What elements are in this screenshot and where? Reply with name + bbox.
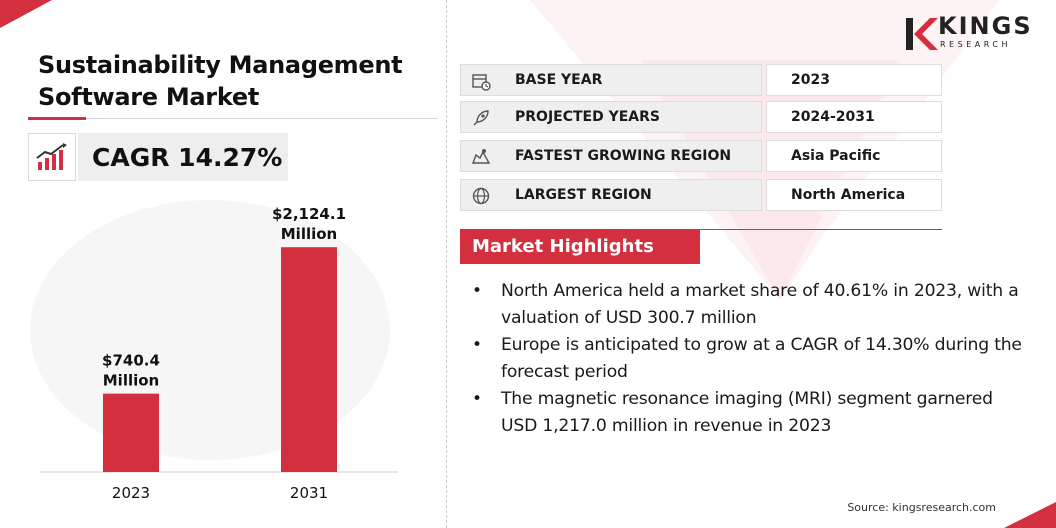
x-tick-label: 2031 xyxy=(290,484,328,502)
page-title: Sustainability Management Software Marke… xyxy=(38,51,403,111)
bar-2031 xyxy=(281,247,337,472)
rocket-icon xyxy=(473,110,489,126)
bar-value-label: Million xyxy=(281,225,337,243)
highlight-item: Europe is anticipated to grow at a CAGR … xyxy=(468,332,1028,386)
logo-name: KINGS xyxy=(938,12,1033,40)
info-value: 2024-2031 xyxy=(791,109,875,125)
highlights-rule xyxy=(460,229,942,230)
bar-value-label: $2,124.1 xyxy=(272,205,346,223)
growth-chart-icon xyxy=(28,133,76,181)
x-tick-label: 2023 xyxy=(112,484,150,502)
title-underline-accent xyxy=(28,117,86,120)
title-underline xyxy=(28,118,438,119)
cagr-value: CAGR 14.27% xyxy=(78,133,288,181)
info-row-projected-years: PROJECTED YEARS 2024-2031 xyxy=(460,101,942,133)
info-label: FASTEST GROWING REGION xyxy=(515,148,732,164)
corner-accent-top-left xyxy=(0,0,52,28)
highlight-item: North America held a market share of 40.… xyxy=(468,278,1028,332)
source-note: Source: kingsresearch.com xyxy=(847,501,996,514)
region-map-icon xyxy=(471,149,491,164)
vertical-divider xyxy=(446,0,447,528)
info-label: LARGEST REGION xyxy=(515,187,652,203)
market-size-bar-chart: $740.4 Million 2023 $2,124.1 Million 2031 xyxy=(40,205,398,502)
calendar-icon xyxy=(472,74,491,91)
info-value: North America xyxy=(791,187,906,203)
info-value: 2023 xyxy=(791,72,830,88)
bar-value-label: Million xyxy=(103,372,159,390)
info-row-base-year: BASE YEAR 2023 xyxy=(460,64,942,96)
k-logo-icon xyxy=(906,18,938,50)
info-value: Asia Pacific xyxy=(791,148,881,164)
info-row-largest-region: LARGEST REGION North America xyxy=(460,179,942,211)
globe-icon xyxy=(472,187,490,205)
bar-2023 xyxy=(103,393,159,472)
logo-subtitle: RESEARCH xyxy=(940,40,1011,49)
highlights-heading: Market Highlights xyxy=(460,230,700,264)
corner-accent-bottom-right xyxy=(1004,502,1056,528)
info-row-fastest-region: FASTEST GROWING REGION Asia Pacific xyxy=(460,140,942,172)
bar-value-label: $740.4 xyxy=(102,352,160,370)
highlight-item: The magnetic resonance imaging (MRI) seg… xyxy=(468,386,1028,440)
info-label: PROJECTED YEARS xyxy=(515,109,660,125)
highlights-list: North America held a market share of 40.… xyxy=(468,278,1028,440)
info-label: BASE YEAR xyxy=(515,72,603,88)
